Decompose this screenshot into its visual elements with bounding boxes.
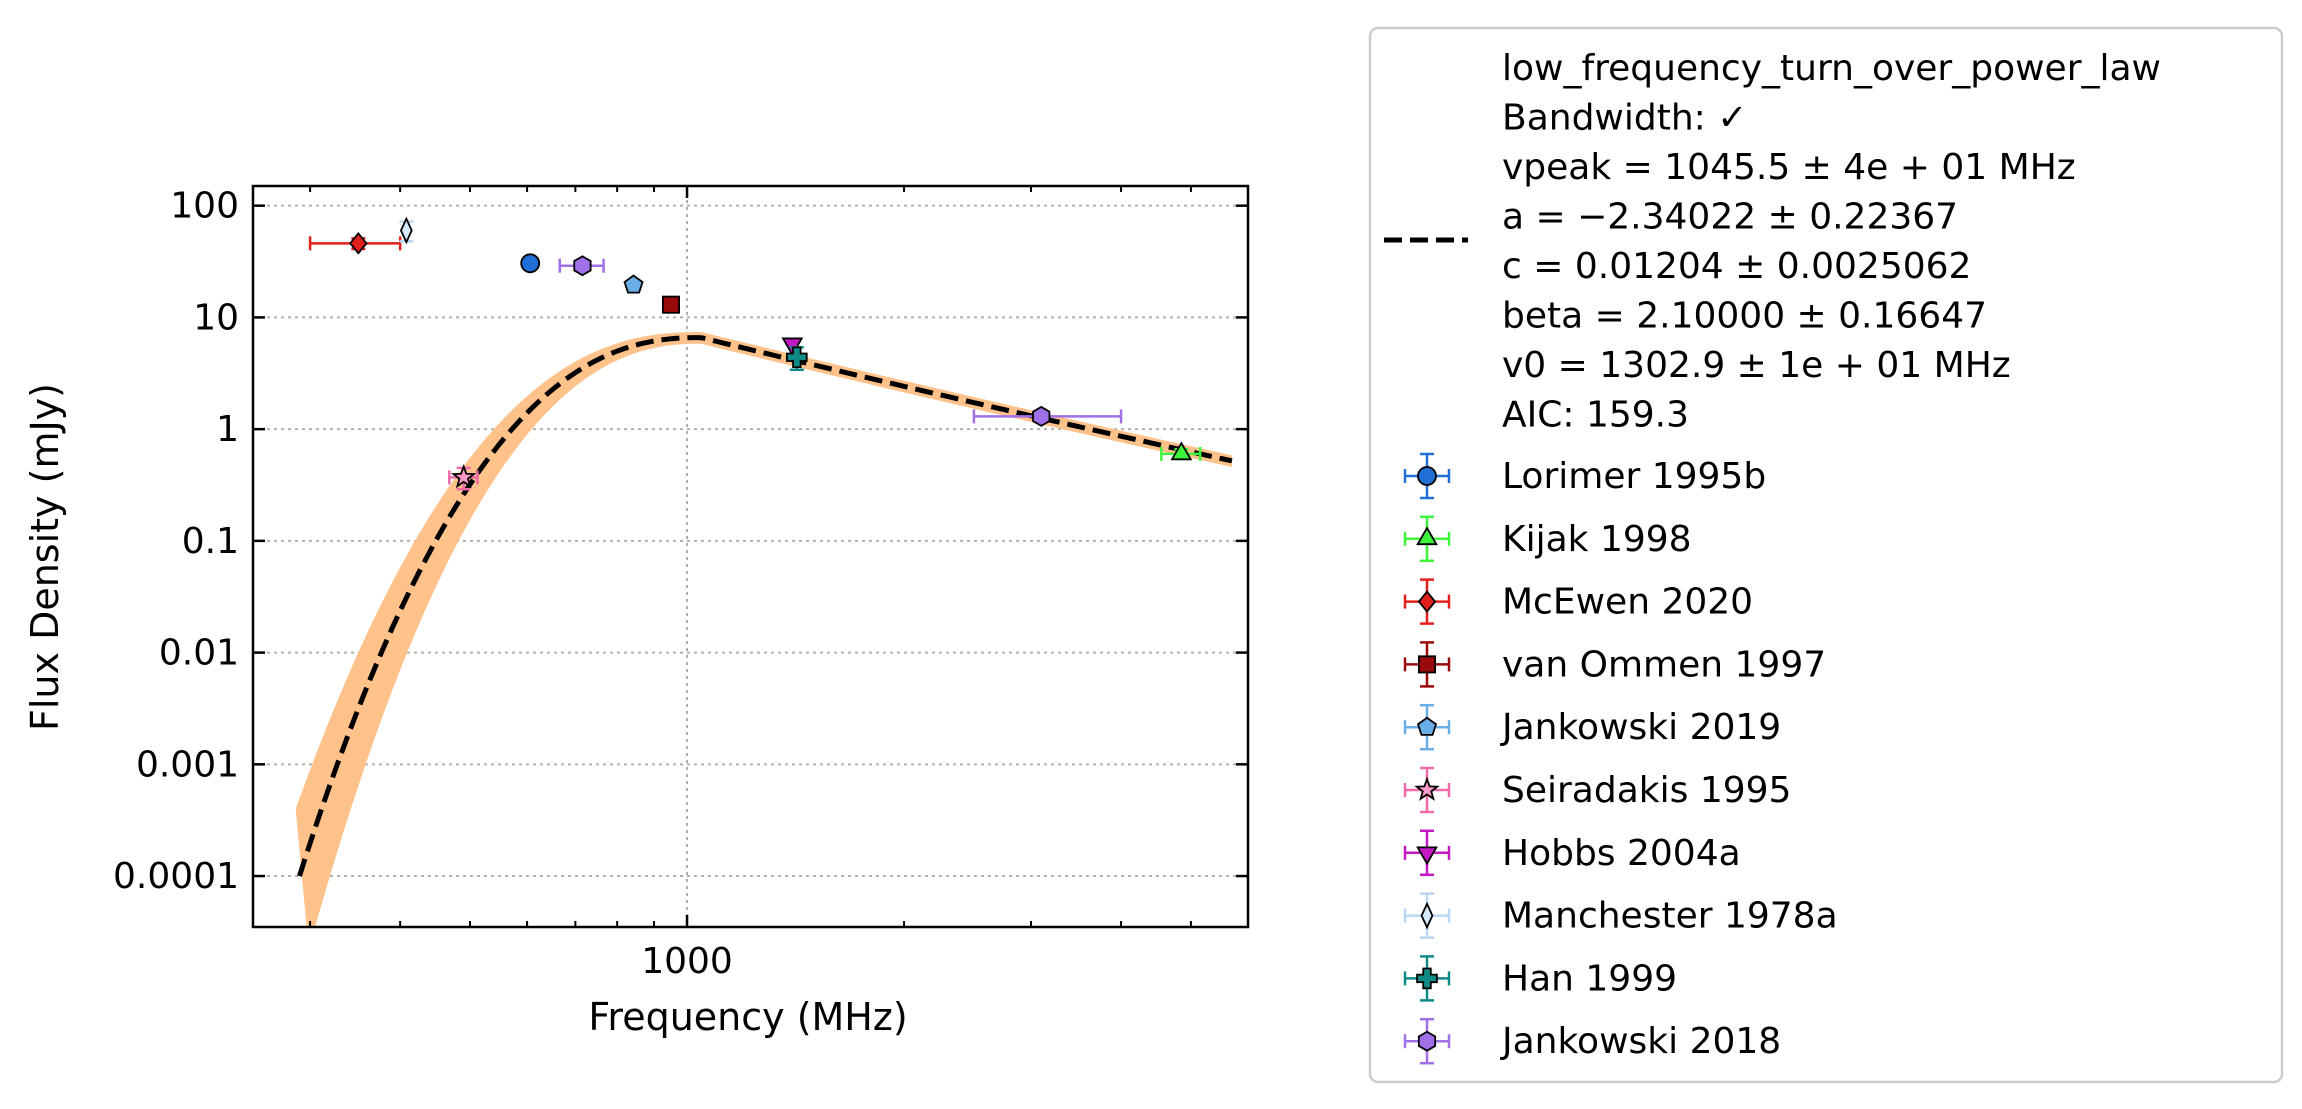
legend-label: Seiradakis 1995	[1502, 770, 1791, 811]
legend-fit-line: a = −2.34022 ± 0.22367	[1502, 197, 1958, 238]
legend-entry: Jankowski 2019	[1403, 703, 1781, 751]
data-point	[1170, 441, 1193, 461]
fit-line	[297, 335, 1233, 877]
x-tick-label: 1000	[641, 941, 733, 982]
series-manchester-1978a	[399, 216, 414, 245]
legend-label: Manchester 1978a	[1502, 896, 1838, 937]
y-tick-label: 1	[216, 409, 239, 450]
plot-frame	[251, 184, 1250, 929]
legend-marker	[1418, 655, 1437, 674]
legend-entry: Lorimer 1995b	[1403, 452, 1766, 500]
legend-entry: van Ommen 1997	[1403, 641, 1826, 688]
legend-label: Han 1999	[1502, 958, 1677, 999]
legend-entry: Kijak 1998	[1403, 515, 1692, 563]
y-tick-label: 0.01	[159, 633, 239, 674]
legend-fit-line: vpeak = 1045.5 ± 4e + 01 MHz	[1502, 147, 2076, 188]
legend-fit-line: low_frequency_turn_over_power_law	[1502, 48, 2161, 89]
series-jankowski-2019	[623, 274, 644, 294]
y-tick-label: 100	[170, 186, 239, 227]
legend-entry: Seiradakis 1995	[1403, 766, 1791, 814]
legend-marker	[1416, 526, 1438, 546]
legend-entry: Hobbs 2004a	[1403, 829, 1741, 877]
data-point	[786, 346, 808, 369]
legend-fit-line: Bandwidth: ✓	[1502, 98, 1747, 139]
legend-marker	[1417, 466, 1437, 486]
series-mcewen-2020	[308, 232, 402, 255]
data-point	[661, 295, 680, 314]
y-tick-label: 0.001	[136, 744, 239, 785]
x-axis-label: Frequency (MHz)	[588, 995, 907, 1039]
y-tick-label: 0.1	[182, 521, 239, 562]
legend-fit-line: AIC: 159.3	[1502, 395, 1689, 436]
legend-label: Hobbs 2004a	[1502, 833, 1741, 874]
y-axis-label: Flux Density (mJy)	[23, 383, 67, 731]
legend-entry: Han 1999	[1403, 955, 1677, 1002]
legend-label: Kijak 1998	[1502, 519, 1692, 560]
legend-marker	[1417, 590, 1437, 613]
legend: low_frequency_turn_over_power_law Bandwid…	[1368, 26, 2284, 1084]
legend-fit-line: v0 = 1302.9 ± 1e + 01 MHz	[1502, 345, 2011, 386]
legend-box	[1368, 26, 2284, 1084]
fit-curve	[297, 335, 1233, 877]
grid	[253, 186, 1248, 927]
data-point	[520, 253, 541, 274]
legend-marker	[1416, 967, 1438, 990]
series-seiradakis-1995	[448, 463, 479, 491]
legend-label: McEwen 2020	[1502, 582, 1753, 623]
series-jankowski-2018	[558, 255, 1123, 427]
legend-label: Lorimer 1995b	[1502, 456, 1766, 497]
data-point	[450, 463, 477, 489]
legend-label: Jankowski 2018	[1500, 1021, 1781, 1062]
legend-entry: Manchester 1978a	[1403, 892, 1838, 939]
data-point	[399, 216, 413, 245]
legend-entry: Jankowski 2018	[1403, 1017, 1781, 1065]
axes: 1000 100 10 1 0.1 0.01 0.001 0.0001	[113, 184, 1250, 982]
legend-label: van Ommen 1997	[1502, 644, 1826, 685]
series-kijak-1998	[1160, 441, 1202, 461]
legend-marker	[1420, 901, 1434, 930]
legend-marker	[1414, 776, 1440, 801]
data-point	[1032, 405, 1051, 427]
data-point	[349, 232, 368, 255]
legend-fit-line: c = 0.01204 ± 0.0025062	[1502, 246, 1971, 287]
legend-entry: McEwen 2020	[1403, 578, 1753, 625]
data-point	[623, 274, 644, 294]
y-tick-label: 10	[193, 297, 239, 338]
series-van-ommen-1997	[661, 295, 680, 314]
y-tick-label: 0.0001	[113, 856, 239, 897]
legend-marker	[1416, 716, 1438, 736]
legend-marker	[1417, 1030, 1437, 1052]
legend-fit-line: beta = 2.10000 ± 0.16647	[1502, 296, 1987, 337]
legend-marker	[1416, 846, 1438, 866]
legend-label: Jankowski 2019	[1500, 707, 1781, 748]
series-lorimer-1995b	[520, 253, 541, 274]
data-point	[573, 255, 592, 277]
series-han-1999	[786, 346, 808, 372]
data-points	[308, 216, 1202, 491]
legend-fit-label: low_frequency_turn_over_power_law Bandwid…	[1502, 48, 2161, 436]
